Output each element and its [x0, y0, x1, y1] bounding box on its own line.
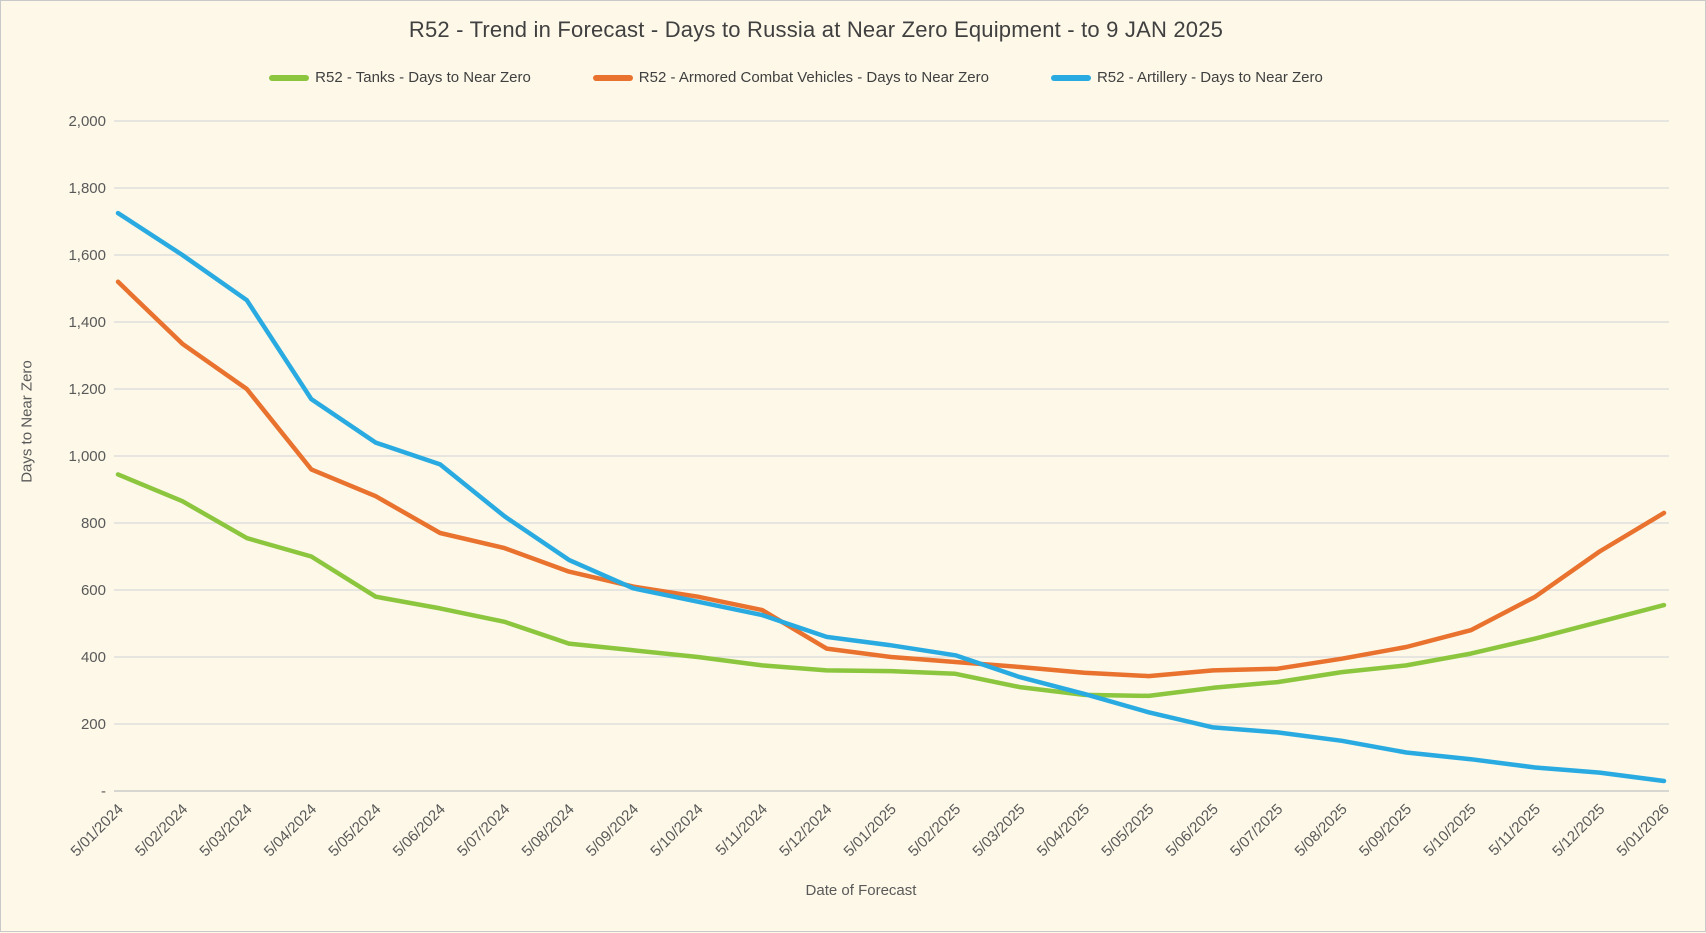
x-tick-label: 5/09/2024 [583, 801, 642, 860]
x-tick-label: 5/02/2024 [132, 801, 191, 860]
x-tick-label: 5/12/2025 [1549, 801, 1608, 860]
series-line [115, 472, 1667, 699]
x-tick-label: 5/03/2024 [196, 801, 255, 860]
y-tick-label: 1,200 [68, 381, 106, 398]
x-tick-label: 5/11/2024 [713, 801, 771, 859]
y-tick-label: 600 [81, 582, 106, 599]
y-tick-label: 200 [81, 716, 106, 733]
legend-item: R52 - Artillery - Days to Near Zero [1050, 69, 1323, 86]
x-tick-label: 5/03/2025 [969, 801, 1028, 860]
legend-item-label: R52 - Armored Combat Vehicles - Days to … [638, 69, 989, 86]
y-axis-title: Days to Near Zero [18, 360, 36, 483]
y-tick-label: 400 [81, 649, 106, 666]
x-tick-label: 5/12/2024 [776, 801, 835, 860]
legend-marker-icon [592, 74, 633, 81]
x-tick-label: 5/10/2024 [647, 801, 706, 860]
x-tick-label: 5/09/2025 [1356, 801, 1415, 860]
series-line [115, 279, 1667, 679]
x-tick-label: 5/01/2024 [68, 801, 127, 860]
y-tick-label: 1,800 [68, 180, 106, 197]
x-tick-label: 5/04/2025 [1034, 801, 1093, 860]
x-tick-label: 5/01/2026 [1614, 801, 1673, 860]
legend-item-label: R52 - Tanks - Days to Near Zero [315, 69, 531, 86]
x-tick-label: 5/05/2025 [1098, 801, 1157, 860]
legend-marker-icon [269, 74, 310, 81]
x-tick-label: 5/05/2024 [325, 801, 384, 860]
y-tick-label: 1,600 [68, 247, 106, 264]
x-tick-label: 5/07/2024 [454, 801, 513, 860]
x-axis-title: Date of Forecast [805, 882, 917, 899]
y-tick-label: 1,000 [68, 448, 106, 465]
legend-marker-icon [1050, 74, 1091, 81]
x-tick-label: 5/11/2025 [1486, 801, 1544, 859]
x-tick-label: 5/07/2025 [1227, 801, 1286, 860]
x-tick-label: 5/06/2025 [1163, 801, 1222, 860]
x-tick-label: 5/01/2025 [841, 801, 900, 860]
y-tick-label: 1,400 [68, 314, 106, 331]
x-tick-label: 5/02/2025 [905, 801, 964, 860]
x-tick-label: 5/04/2024 [261, 801, 320, 860]
x-tick-label: 5/08/2025 [1292, 801, 1351, 860]
x-tick-label: 5/10/2025 [1420, 801, 1479, 860]
y-tick-label: - [101, 783, 106, 800]
x-tick-label: 5/06/2024 [390, 801, 449, 860]
y-tick-label: 800 [81, 515, 106, 532]
legend-item: R52 - Armored Combat Vehicles - Days to … [592, 69, 989, 86]
legend-item-label: R52 - Artillery - Days to Near Zero [1096, 69, 1323, 86]
legend: R52 - Tanks - Days to Near Zero R52 - Arm… [1, 69, 1591, 86]
legend-item: R52 - Tanks - Days to Near Zero [269, 69, 531, 86]
series-line [115, 210, 1667, 784]
x-tick-label: 5/08/2024 [519, 801, 578, 860]
chart-title: R52 - Trend in Forecast - Days to Russia… [408, 17, 1224, 42]
y-tick-label: 2,000 [68, 113, 106, 130]
